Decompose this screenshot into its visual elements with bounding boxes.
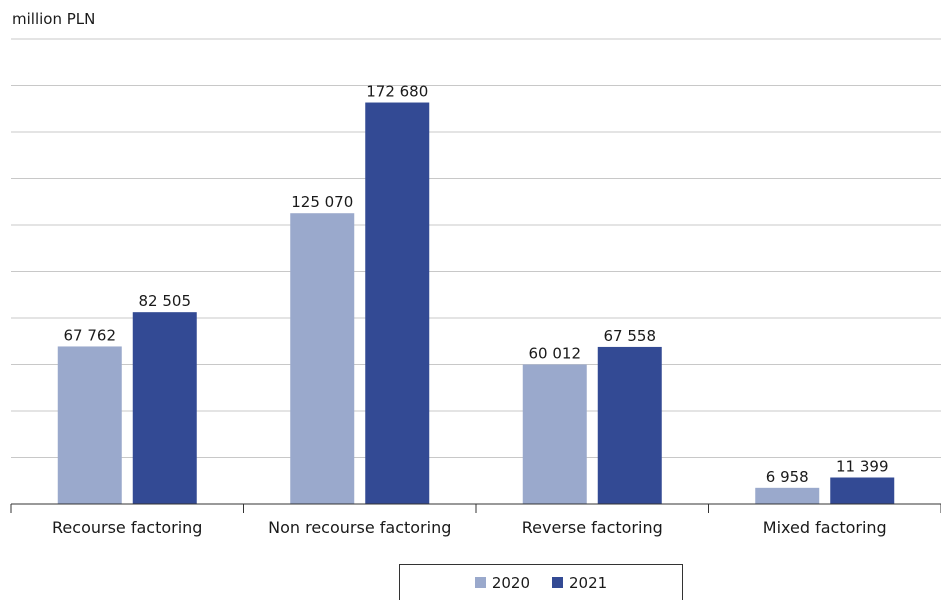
bar-2021-0 — [132, 312, 197, 504]
bar-2020-2 — [522, 364, 587, 504]
legend: 2020 2021 — [399, 564, 683, 600]
category-label-2: Reverse factoring — [522, 518, 663, 537]
value-label-2020-1: 125 070 — [291, 193, 353, 211]
value-label-2021-2: 67 558 — [604, 327, 657, 345]
value-label-2021-1: 172 680 — [366, 83, 428, 101]
category-labels: Recourse factoring Non recourse factoring… — [52, 518, 887, 537]
legend-swatch-2020 — [474, 577, 486, 588]
bar-2020-0 — [57, 346, 122, 504]
legend-item-2021: 2021 — [552, 574, 607, 592]
bar-2021-1 — [365, 102, 430, 505]
bars — [57, 102, 895, 505]
legend-label-2020: 2020 — [491, 573, 530, 592]
legend-label-2021: 2021 — [569, 573, 608, 592]
value-label-2020-3: 6 958 — [766, 468, 809, 486]
category-label-3: Mixed factoring — [763, 518, 887, 537]
x-axis — [10, 503, 941, 513]
value-label-2020-2: 60 012 — [529, 344, 582, 362]
value-label-2021-3: 11 399 — [836, 457, 889, 475]
bar-2020-1 — [290, 213, 355, 504]
category-label-1: Non recourse factoring — [268, 518, 451, 537]
y-axis-unit-label: million PLN — [12, 10, 96, 28]
value-label-2020-0: 67 762 — [64, 326, 117, 344]
bar-chart: 67 762 82 505 125 070 172 680 60 012 67 558 6 … — [10, 38, 941, 537]
legend-item-2020: 2020 — [474, 573, 530, 592]
bar-2020-3 — [755, 487, 820, 504]
bar-2021-2 — [597, 346, 662, 504]
category-label-0: Recourse factoring — [52, 518, 202, 537]
legend-swatch-2021 — [552, 577, 563, 588]
bar-2021-3 — [830, 477, 895, 504]
value-label-2021-0: 82 505 — [139, 292, 192, 310]
value-labels: 67 762 82 505 125 070 172 680 60 012 67 558 6 … — [64, 83, 889, 486]
grid-lines — [11, 38, 941, 458]
